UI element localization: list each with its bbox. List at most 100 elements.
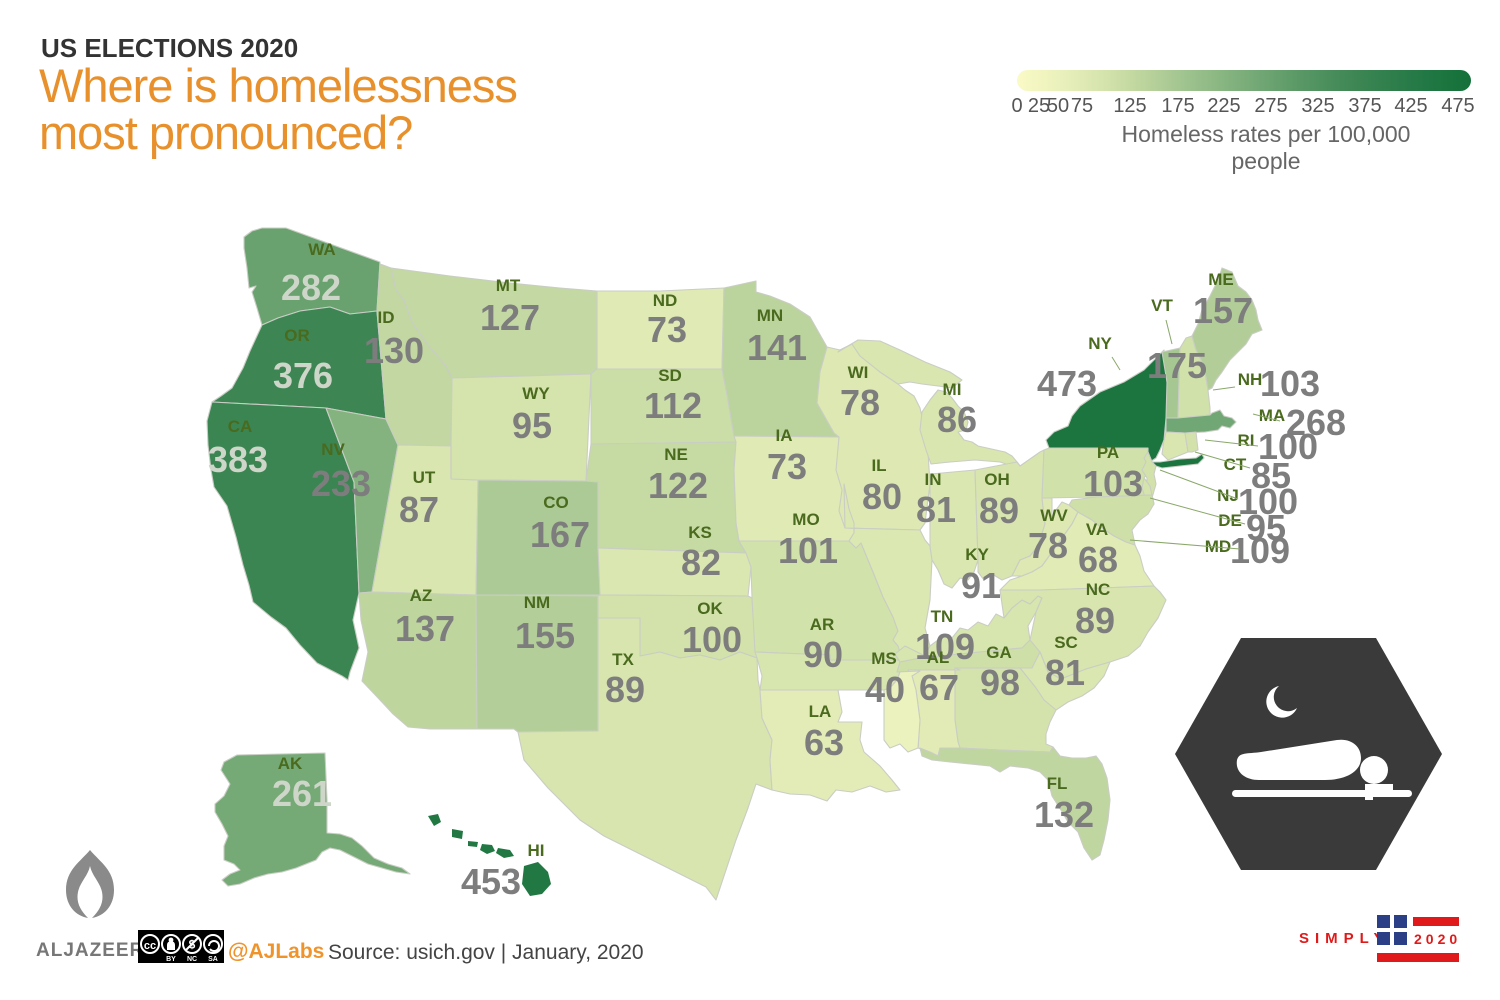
svg-text:BY: BY xyxy=(166,956,176,963)
svg-text:WA: WA xyxy=(308,240,335,259)
svg-text:81: 81 xyxy=(916,489,956,530)
svg-text:NH: NH xyxy=(1238,370,1263,389)
svg-text:282: 282 xyxy=(281,267,341,308)
svg-text:85: 85 xyxy=(1251,455,1291,496)
svg-text:127: 127 xyxy=(480,297,540,338)
svg-text:40: 40 xyxy=(865,669,905,710)
svg-text:KY: KY xyxy=(965,545,989,564)
svg-text:67: 67 xyxy=(919,667,959,708)
svg-text:80: 80 xyxy=(862,476,902,517)
svg-text:IA: IA xyxy=(776,426,793,445)
svg-text:141: 141 xyxy=(747,327,807,368)
svg-text:CO: CO xyxy=(543,493,569,512)
svg-text:MI: MI xyxy=(943,380,962,399)
svg-text:95: 95 xyxy=(1246,507,1286,548)
svg-text:MD: MD xyxy=(1205,537,1231,556)
svg-text:AK: AK xyxy=(278,754,303,773)
svg-text:112: 112 xyxy=(644,385,702,426)
svg-text:98: 98 xyxy=(980,662,1020,703)
svg-text:VA: VA xyxy=(1086,520,1108,539)
svg-text:175: 175 xyxy=(1147,345,1207,386)
svg-text:82: 82 xyxy=(681,542,721,583)
svg-text:268: 268 xyxy=(1286,402,1346,443)
svg-text:90: 90 xyxy=(803,634,843,675)
svg-text:63: 63 xyxy=(804,722,844,763)
svg-text:DE: DE xyxy=(1218,511,1242,530)
svg-text:OH: OH xyxy=(984,470,1010,489)
svg-text:NM: NM xyxy=(524,593,550,612)
svg-text:CT: CT xyxy=(1224,455,1247,474)
svg-text:109: 109 xyxy=(1230,530,1290,571)
svg-text:233: 233 xyxy=(311,463,371,504)
svg-text:68: 68 xyxy=(1078,539,1118,580)
svg-text:109: 109 xyxy=(915,626,975,667)
svg-text:IN: IN xyxy=(925,470,942,489)
svg-text:NV: NV xyxy=(321,440,345,459)
svg-text:167: 167 xyxy=(530,514,590,555)
svg-text:MT: MT xyxy=(496,276,521,295)
svg-text:89: 89 xyxy=(1075,600,1115,641)
svg-text:UT: UT xyxy=(413,468,436,487)
svg-text:87: 87 xyxy=(399,489,439,530)
svg-text:ND: ND xyxy=(653,291,678,310)
svg-text:TX: TX xyxy=(612,650,634,669)
svg-text:103: 103 xyxy=(1260,363,1320,404)
svg-text:KS: KS xyxy=(688,523,712,542)
svg-text:78: 78 xyxy=(840,382,880,423)
svg-text:91: 91 xyxy=(961,565,1001,606)
svg-text:MO: MO xyxy=(792,510,819,529)
svg-text:FL: FL xyxy=(1047,774,1068,793)
svg-text:IL: IL xyxy=(871,456,886,475)
svg-text:78: 78 xyxy=(1028,525,1068,566)
svg-text:89: 89 xyxy=(979,490,1019,531)
svg-text:100: 100 xyxy=(682,619,742,660)
svg-text:132: 132 xyxy=(1034,794,1094,835)
svg-text:103: 103 xyxy=(1083,463,1143,504)
svg-text:RI: RI xyxy=(1238,431,1255,450)
svg-text:261: 261 xyxy=(272,773,332,814)
svg-text:MN: MN xyxy=(757,306,783,325)
svg-text:473: 473 xyxy=(1037,363,1097,404)
svg-text:73: 73 xyxy=(647,309,687,350)
svg-text:GA: GA xyxy=(986,643,1012,662)
svg-text:NE: NE xyxy=(664,445,688,464)
svg-text:86: 86 xyxy=(937,399,977,440)
svg-text:81: 81 xyxy=(1045,652,1085,693)
svg-text:100: 100 xyxy=(1238,481,1298,522)
svg-text:TN: TN xyxy=(931,607,954,626)
svg-text:OK: OK xyxy=(697,599,723,618)
svg-text:MS: MS xyxy=(871,649,897,668)
svg-text:AZ: AZ xyxy=(410,586,433,605)
svg-text:NC: NC xyxy=(187,956,197,963)
svg-text:HI: HI xyxy=(528,841,545,860)
svg-text:AR: AR xyxy=(810,615,835,634)
svg-text:WV: WV xyxy=(1040,506,1068,525)
svg-text:137: 137 xyxy=(395,608,455,649)
svg-text:SD: SD xyxy=(658,366,682,385)
svg-text:VT: VT xyxy=(1151,296,1173,315)
svg-text:453: 453 xyxy=(461,861,521,902)
svg-text:383: 383 xyxy=(208,439,268,480)
svg-text:95: 95 xyxy=(512,405,552,446)
svg-text:AL: AL xyxy=(927,648,950,667)
svg-text:PA: PA xyxy=(1097,443,1119,462)
svg-text:2020: 2020 xyxy=(1414,931,1459,947)
svg-text:LA: LA xyxy=(809,702,832,721)
svg-text:WI: WI xyxy=(848,363,869,382)
svg-text:101: 101 xyxy=(778,530,838,571)
svg-text:CA: CA xyxy=(228,417,253,436)
svg-text:122: 122 xyxy=(648,465,708,506)
svg-text:ME: ME xyxy=(1208,270,1234,289)
svg-text:cc: cc xyxy=(144,940,156,952)
svg-text:MA: MA xyxy=(1259,406,1285,425)
svg-text:155: 155 xyxy=(515,615,575,656)
svg-text:157: 157 xyxy=(1193,290,1253,331)
svg-text:73: 73 xyxy=(767,446,807,487)
svg-text:NY: NY xyxy=(1088,334,1112,353)
svg-text:100: 100 xyxy=(1258,426,1318,467)
svg-text:ID: ID xyxy=(378,308,395,327)
svg-text:130: 130 xyxy=(364,330,424,371)
svg-text:SA: SA xyxy=(208,956,218,963)
svg-text:NC: NC xyxy=(1086,580,1111,599)
svg-text:OR: OR xyxy=(284,326,310,345)
